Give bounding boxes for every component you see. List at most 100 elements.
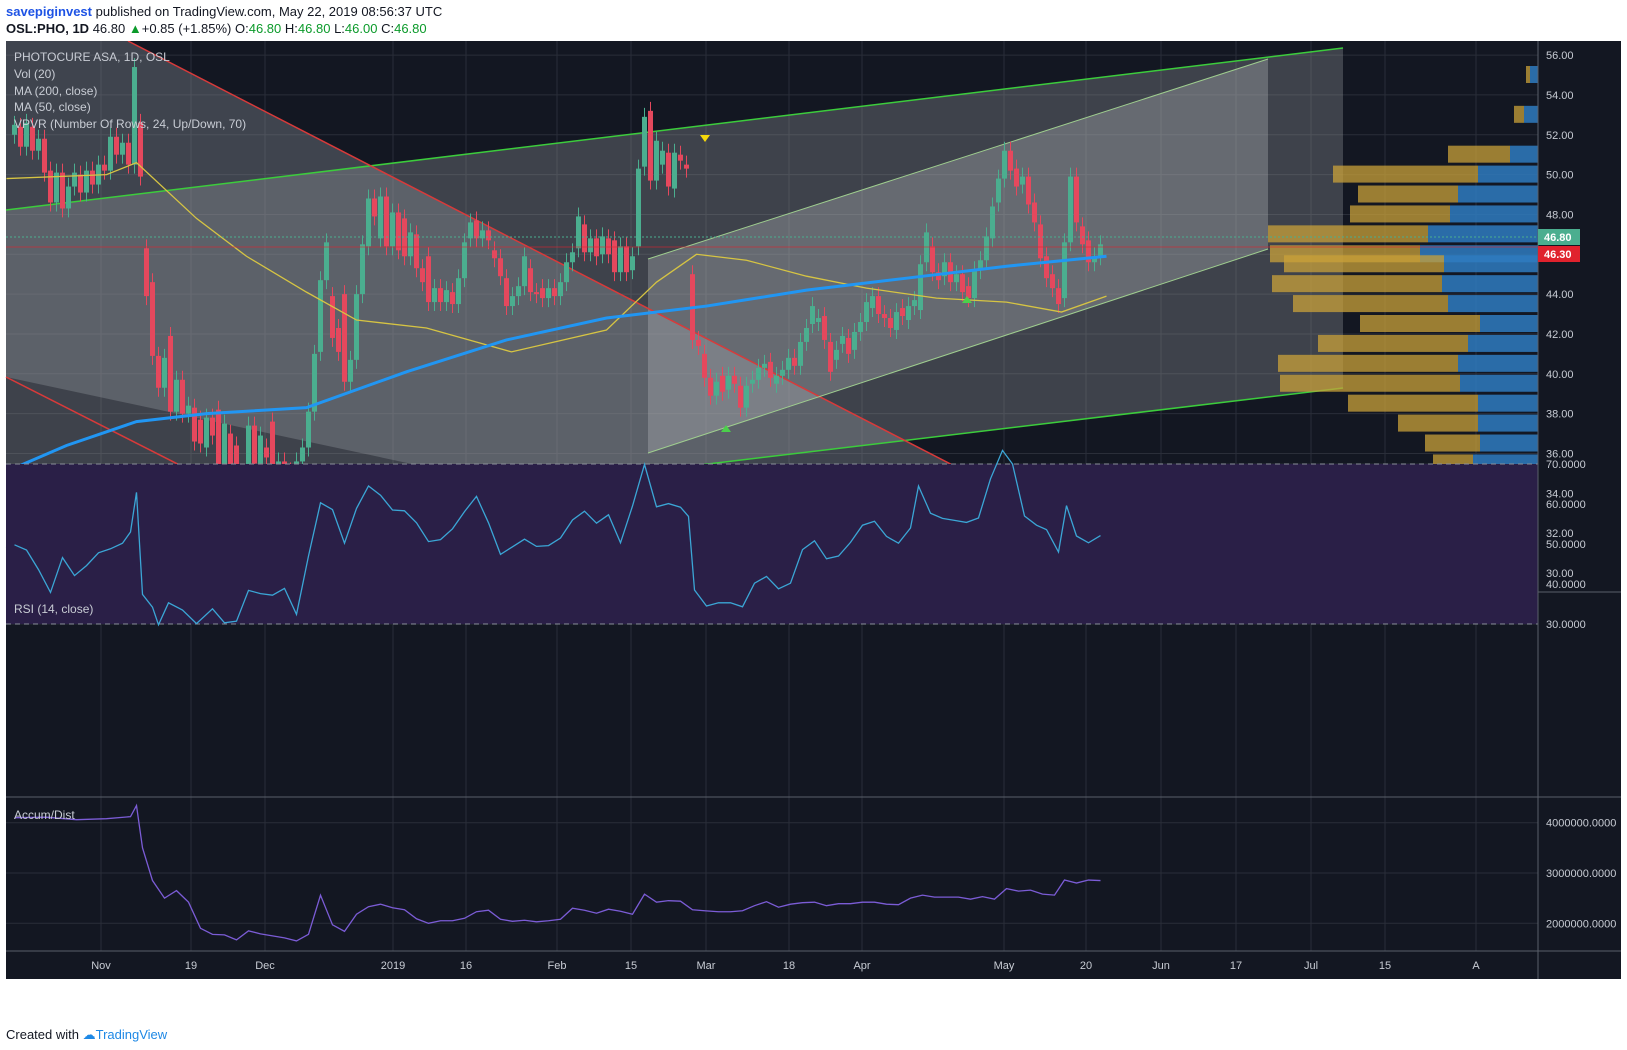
candle-body — [918, 264, 923, 311]
candle-body — [444, 290, 449, 303]
tradingview-logo-icon: ☁ — [82, 1027, 96, 1042]
vpvr-up-row — [1478, 165, 1538, 183]
candle-body — [678, 154, 683, 161]
candle-body — [216, 409, 221, 472]
candle-body — [588, 238, 593, 253]
candle-body — [384, 196, 389, 247]
candle-body — [510, 296, 515, 307]
price-tick-label: 54.00 — [1546, 90, 1574, 102]
candle-body — [912, 300, 917, 307]
candle-body — [132, 67, 137, 165]
publish-line: savepiginvest published on TradingView.c… — [6, 4, 442, 19]
candle-body — [324, 242, 329, 281]
vpvr-down-row — [1272, 275, 1442, 293]
price-tick-label: 32.00 — [1546, 528, 1574, 540]
candle-body — [360, 244, 365, 295]
candle-body — [552, 288, 557, 297]
candle-body — [714, 381, 719, 396]
accum-dist-label: Accum/Dist — [14, 808, 75, 822]
close-label: C: — [381, 21, 395, 36]
candle-body — [84, 170, 89, 193]
time-tick-label: Jul — [1304, 960, 1318, 972]
time-tick-label: 16 — [460, 960, 472, 972]
buy-signal-icon-2 — [962, 296, 972, 303]
published-text: published on TradingView.com, May 22, 20… — [95, 4, 443, 19]
time-tick-label: 15 — [625, 960, 637, 972]
candle-body — [60, 172, 65, 209]
time-tick-label: 15 — [1379, 960, 1391, 972]
candle-body — [1026, 176, 1031, 205]
time-tick-label: Apr — [853, 960, 870, 972]
price-tick-label: 52.00 — [1546, 130, 1574, 142]
candle-body — [858, 322, 863, 332]
vpvr-up-row — [1478, 394, 1538, 412]
candle-body — [342, 294, 347, 382]
candle-body — [996, 178, 1001, 203]
candle-body — [834, 349, 839, 360]
inner-channel-lower-line — [647, 248, 1269, 454]
candle-body — [312, 353, 317, 412]
price-tick-label: 56.00 — [1546, 50, 1574, 62]
change-arrow-icon: ▲ — [128, 21, 142, 36]
author-link[interactable]: savepiginvest — [6, 4, 92, 19]
candle-body — [726, 375, 731, 390]
descending-channel — [6, 41, 1005, 591]
candle-body — [192, 407, 197, 442]
candle-body — [1020, 176, 1025, 185]
candle-body — [660, 150, 665, 165]
candle-body — [42, 138, 47, 173]
rsi-tick-label: 70.0000 — [1546, 459, 1586, 471]
symbol-name: OSL:PHO, 1D — [6, 21, 90, 36]
vpvr-up-row — [1442, 275, 1538, 293]
candle-body — [402, 218, 407, 257]
candle-body — [750, 379, 755, 384]
last-price-tag-text: 46.80 — [1544, 232, 1572, 244]
candle-body — [300, 447, 305, 462]
candle-body — [888, 318, 893, 328]
candle-body — [1032, 202, 1037, 223]
footer: Created with ☁TradingView — [6, 1027, 167, 1043]
candle-body — [642, 116, 647, 167]
candle-body — [732, 375, 737, 384]
vpvr-up-row — [1510, 145, 1538, 163]
vpvr-up-row — [1524, 105, 1538, 123]
open-value: 46.80 — [248, 21, 282, 36]
candle-body — [264, 447, 269, 458]
candle-body — [612, 240, 617, 273]
vpvr-up-row — [1480, 315, 1538, 332]
time-axis[interactable]: Nov 19 Dec 2019 16 Feb 15 Mar 18 Apr May 20 Jun 17 Jul… — [91, 960, 1480, 972]
chart-canvas[interactable]: PHOTOCURE ASA, 1D, OSL Vol (20) MA (200,… — [0, 41, 1627, 1021]
candle-body — [822, 316, 827, 340]
vpvr-up-row — [1428, 225, 1538, 243]
candle-body — [30, 126, 35, 151]
candle-body — [396, 212, 401, 251]
candle-body — [738, 385, 743, 408]
vpvr-down-row — [1318, 334, 1468, 352]
candle-body — [354, 294, 359, 360]
vpvr-down-row — [1280, 374, 1460, 392]
candle-body — [372, 198, 377, 217]
rsi-tick-label: 40.0000 — [1546, 579, 1586, 591]
candle-body — [474, 220, 479, 239]
rsi-line — [14, 449, 1101, 627]
candle-body — [90, 170, 95, 185]
candle-body — [180, 379, 185, 414]
tradingview-brand-link[interactable]: TradingView — [95, 1027, 168, 1042]
price-tick-label: 38.00 — [1546, 409, 1574, 421]
candle-body — [522, 256, 527, 287]
vpvr-up-row — [1444, 255, 1538, 273]
candle-body — [840, 335, 845, 344]
vpvr-down-row — [1348, 394, 1478, 412]
rsi-tick-label: 50.0000 — [1546, 539, 1586, 551]
candle-body — [420, 268, 425, 283]
candle-body — [654, 140, 659, 181]
chart-legend: PHOTOCURE ASA, 1D, OSL Vol (20) MA (200,… — [14, 50, 246, 131]
candle-body — [330, 296, 335, 338]
candle-body — [978, 260, 983, 271]
low-label: L: — [334, 21, 345, 36]
candle-body — [450, 292, 455, 305]
price-tick-label: 48.00 — [1546, 209, 1574, 221]
candle-body — [150, 282, 155, 356]
candle-body — [636, 168, 641, 247]
candle-body — [234, 445, 239, 480]
